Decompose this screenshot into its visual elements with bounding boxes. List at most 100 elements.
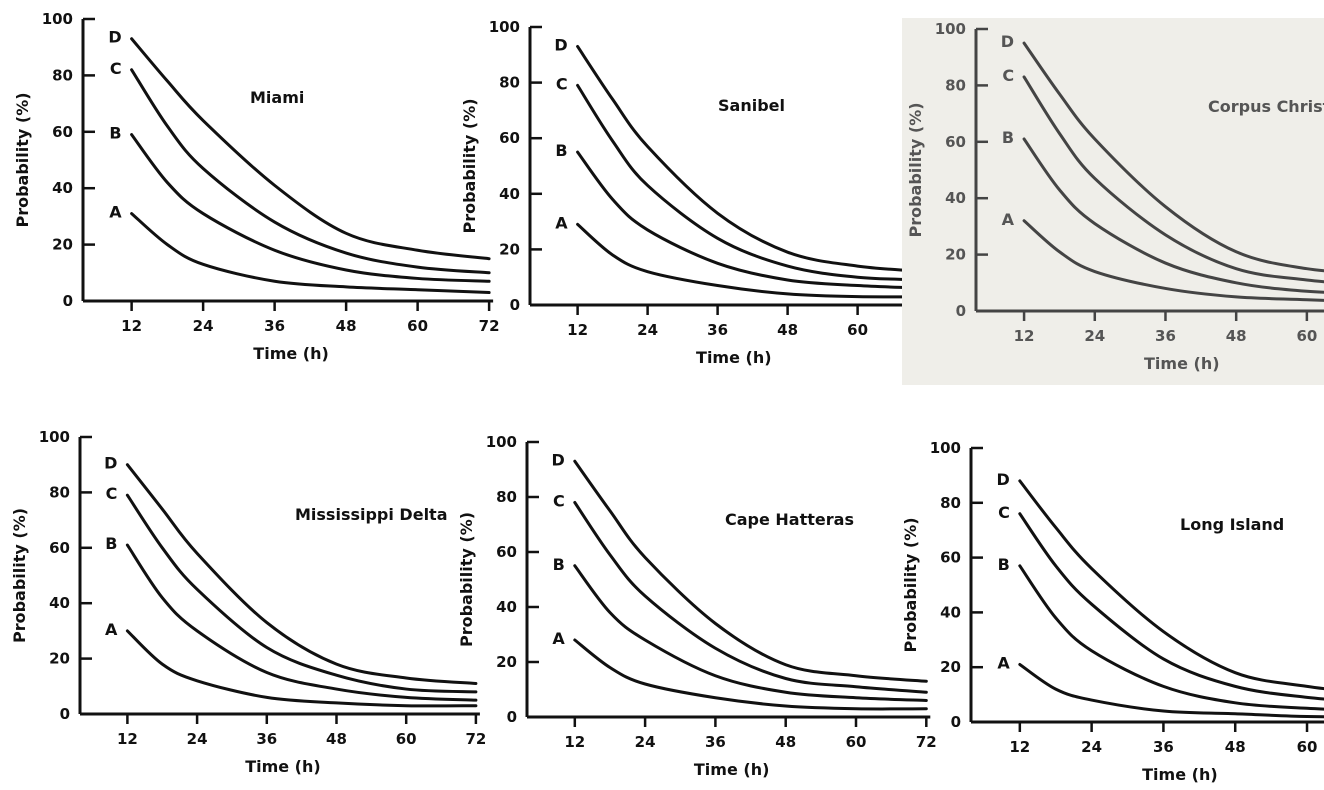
y-axis-label: Probability (%) — [10, 508, 29, 643]
series-line-b — [573, 564, 928, 702]
y-tick-label: 100 — [486, 433, 517, 451]
y-tick-label: 60 — [945, 133, 966, 151]
y-axis-label: Probability (%) — [906, 102, 925, 237]
series-line-d — [1018, 479, 1324, 691]
series-line-a — [130, 212, 491, 295]
series-label-b: B — [553, 555, 565, 574]
series-line-a — [1022, 219, 1324, 302]
series-line-c — [573, 501, 928, 694]
y-tick-label: 40 — [945, 189, 966, 207]
series-line-d — [1022, 41, 1324, 273]
y-tick-label: 60 — [49, 539, 70, 557]
y-tick-label: 80 — [940, 494, 961, 512]
y-tick-label: 40 — [52, 179, 73, 197]
y-tick-label: 100 — [930, 439, 961, 457]
chart-title: Sanibel — [718, 96, 785, 115]
series-line-c — [125, 493, 478, 694]
series-label-b: B — [998, 555, 1010, 574]
series-line-a — [1018, 662, 1324, 719]
y-tick-label: 20 — [496, 653, 517, 671]
x-tick-label: 24 — [187, 730, 208, 748]
y-axis-label: Probability (%) — [13, 92, 32, 227]
series-label-c: C — [556, 74, 568, 93]
series-label-a: A — [997, 653, 1010, 672]
y-axis-label: Probability (%) — [460, 98, 479, 233]
y-tick-label: 80 — [49, 483, 70, 501]
y-axis-label: Probability (%) — [901, 517, 920, 652]
y-tick-label: 20 — [945, 246, 966, 264]
x-axis-label: Time (h) — [245, 757, 321, 776]
y-tick-label: 0 — [956, 302, 966, 320]
chart-title: Cape Hatteras — [725, 510, 854, 529]
x-tick-label: 48 — [1226, 327, 1247, 345]
series-label-c: C — [998, 503, 1010, 522]
x-tick-label: 36 — [1155, 327, 1176, 345]
x-axis-label: Time (h) — [253, 344, 329, 363]
y-tick-label: 80 — [945, 76, 966, 94]
x-tick-label: 36 — [264, 317, 285, 335]
series-line-a — [125, 629, 478, 708]
series-label-d: D — [997, 470, 1010, 489]
y-tick-label: 20 — [499, 240, 520, 258]
x-axis-label: Time (h) — [1142, 765, 1218, 784]
series-label-a: A — [1002, 210, 1015, 229]
x-tick-label: 60 — [1297, 738, 1318, 756]
y-tick-label: 0 — [507, 708, 517, 726]
x-tick-label: 12 — [564, 733, 585, 751]
y-axis-label: Probability (%) — [457, 512, 476, 647]
series-label-c: C — [553, 492, 565, 511]
series-line-b — [576, 150, 930, 290]
y-tick-label: 100 — [935, 20, 966, 38]
y-tick-label: 0 — [63, 292, 73, 310]
series-line-d — [576, 44, 930, 274]
y-tick-label: 80 — [52, 66, 73, 84]
y-tick-label: 40 — [49, 594, 70, 612]
y-tick-label: 40 — [499, 185, 520, 203]
series-line-b — [1018, 564, 1324, 711]
x-tick-label: 12 — [567, 321, 588, 339]
series-label-b: B — [105, 534, 117, 553]
series-line-b — [125, 543, 478, 702]
x-tick-label: 60 — [407, 317, 428, 335]
y-tick-label: 60 — [52, 123, 73, 141]
y-tick-label: 80 — [499, 74, 520, 92]
series-line-a — [573, 638, 928, 711]
x-axis-label: Time (h) — [696, 348, 772, 367]
series-label-b: B — [1002, 128, 1014, 147]
x-tick-label: 24 — [193, 317, 214, 335]
x-axis-label: Time (h) — [694, 760, 770, 779]
series-line-d — [125, 463, 478, 686]
series-label-d: D — [104, 454, 117, 473]
y-tick-label: 60 — [496, 543, 517, 561]
y-tick-label: 60 — [940, 549, 961, 567]
scan-background — [902, 18, 1324, 385]
series-label-a: A — [109, 203, 122, 222]
series-label-b: B — [555, 141, 567, 160]
x-axis-label: Time (h) — [1144, 354, 1220, 373]
y-tick-label: 100 — [39, 428, 70, 446]
series-line-c — [130, 68, 491, 275]
series-label-a: A — [105, 620, 118, 639]
series-label-a: A — [555, 213, 568, 232]
y-tick-label: 20 — [49, 650, 70, 668]
x-tick-label: 24 — [637, 321, 658, 339]
x-tick-label: 48 — [777, 321, 798, 339]
series-label-c: C — [1002, 66, 1014, 85]
y-tick-label: 0 — [60, 705, 70, 723]
series-label-b: B — [109, 124, 121, 143]
x-tick-label: 24 — [1081, 738, 1102, 756]
y-tick-label: 80 — [496, 488, 517, 506]
x-tick-label: 72 — [916, 733, 937, 751]
series-label-c: C — [106, 484, 118, 503]
x-tick-label: 48 — [336, 317, 357, 335]
series-line-d — [573, 459, 928, 683]
x-tick-label: 12 — [117, 730, 138, 748]
series-label-d: D — [554, 35, 567, 54]
x-tick-label: 48 — [775, 733, 796, 751]
x-tick-label: 60 — [396, 730, 417, 748]
